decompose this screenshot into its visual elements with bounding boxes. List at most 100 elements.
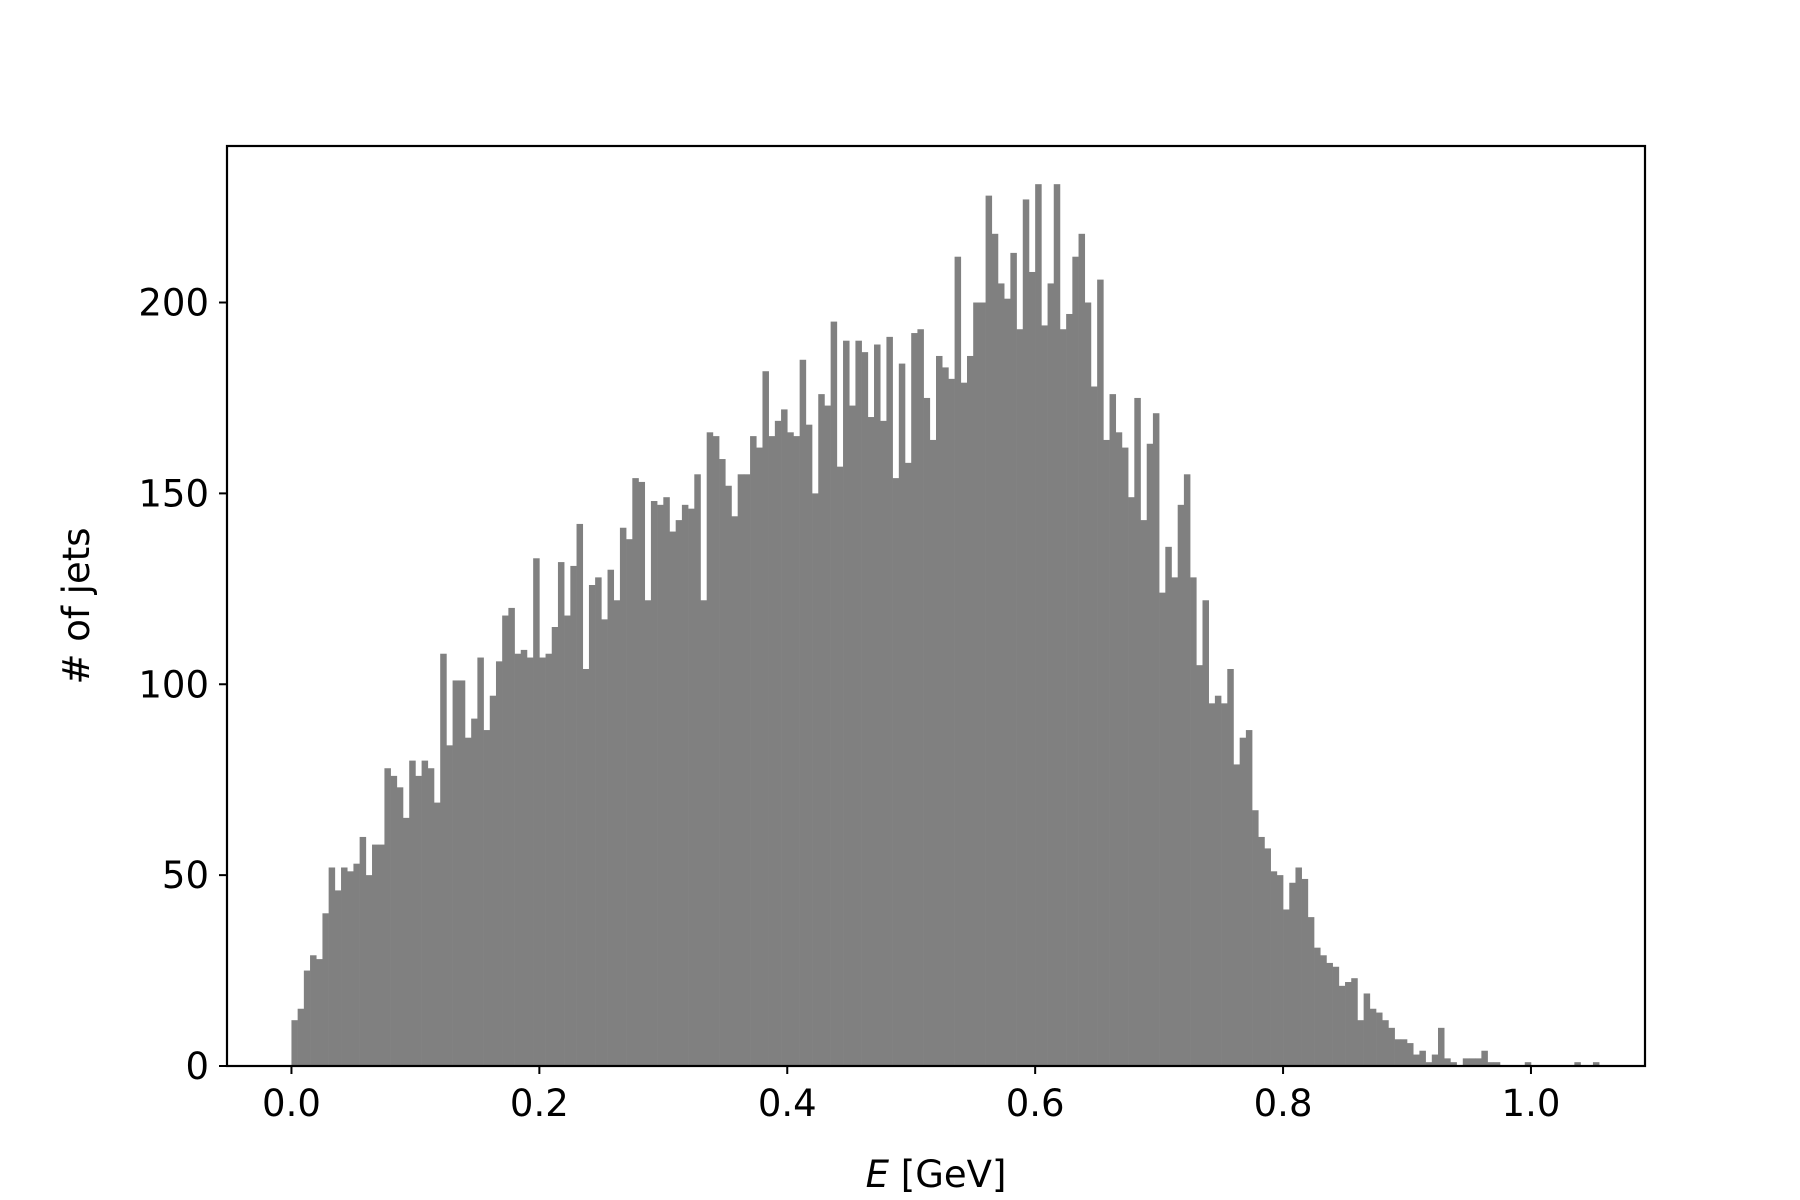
histogram-bar [1270, 871, 1278, 1066]
histogram-bar [1183, 474, 1191, 1066]
histogram-bar [1382, 1020, 1389, 1066]
histogram-bar [595, 577, 602, 1066]
histogram-bar [1035, 184, 1042, 1067]
histogram-bar [557, 562, 565, 1066]
histogram-bar [954, 256, 962, 1067]
histogram-bar [334, 890, 342, 1066]
histogram-bar [582, 668, 590, 1066]
histogram-bar [1258, 836, 1265, 1066]
histogram-bar [774, 420, 782, 1067]
histogram-bar [539, 657, 546, 1066]
histogram-bar [297, 1008, 305, 1066]
histogram-bar [1295, 867, 1302, 1066]
histogram-bar [1444, 1058, 1451, 1066]
histogram-bar [1462, 1058, 1470, 1066]
histogram-bar [1307, 917, 1315, 1066]
histogram-bar [564, 615, 571, 1066]
histogram-bar [1252, 810, 1259, 1066]
histogram-bar [440, 653, 447, 1066]
histogram-bar [743, 474, 751, 1066]
x-axis-variable: E [866, 1153, 890, 1196]
histogram-bar [1363, 993, 1371, 1066]
histogram-bar [979, 302, 986, 1066]
histogram-bar [756, 447, 763, 1067]
histogram-bar [781, 409, 788, 1066]
histogram-bar [948, 378, 955, 1066]
histogram-bar [322, 913, 329, 1066]
histogram-bar [1221, 703, 1228, 1066]
histogram-bar [303, 970, 311, 1066]
histogram-bar [1171, 577, 1179, 1066]
histogram-bar [836, 466, 844, 1066]
histogram-bar [316, 959, 323, 1066]
histogram-bar [1481, 1050, 1488, 1066]
histogram-bar [384, 768, 391, 1066]
histogram-bar [1388, 1027, 1395, 1066]
histogram-bar [681, 504, 689, 1067]
histogram-bar [805, 424, 813, 1066]
histogram-bar [359, 836, 367, 1066]
histogram-bar [1066, 313, 1073, 1067]
histogram-bar [768, 436, 776, 1066]
histogram-bar [966, 355, 974, 1067]
histogram-bar [1475, 1058, 1482, 1066]
histogram-bar [1592, 1062, 1600, 1066]
histogram-bar [396, 787, 404, 1066]
histogram-bar [960, 382, 968, 1066]
x-axis-ticks: 0.0 0.2 0.4 0.6 0.8 1.0 [262, 1066, 1560, 1125]
histogram-bar [1022, 199, 1030, 1066]
histogram-bar [421, 760, 429, 1066]
histogram-bar [533, 558, 540, 1066]
histogram-bar [489, 695, 497, 1066]
histogram-bar [1357, 1020, 1364, 1066]
histogram-bar [1097, 279, 1104, 1066]
histogram-bar [1438, 1027, 1445, 1066]
histogram-bar [942, 367, 949, 1066]
histogram-bar [508, 607, 515, 1066]
histogram-bar [1233, 764, 1240, 1066]
histogram-bar [787, 432, 794, 1066]
histogram-bar [824, 405, 831, 1067]
histogram-bar [1239, 737, 1247, 1066]
histogram-bar [973, 302, 980, 1066]
histogram-bar [1468, 1058, 1476, 1066]
histogram-bar [576, 523, 584, 1066]
histogram-bar [731, 516, 738, 1066]
histogram-bar [861, 352, 869, 1066]
histogram-bar [477, 657, 484, 1066]
histogram-bar [1047, 283, 1055, 1066]
histogram-bar [415, 775, 422, 1066]
histogram-bar [936, 355, 943, 1067]
histogram-bar [712, 436, 720, 1066]
histogram-bar [867, 417, 875, 1066]
histogram-bar [1177, 504, 1185, 1067]
histogram-bar [601, 619, 608, 1066]
histogram-bar [1016, 329, 1024, 1066]
histogram-bar [310, 955, 317, 1066]
histogram-bar [1041, 325, 1048, 1066]
histogram-bar [1245, 730, 1253, 1066]
histogram-bars [291, 184, 1600, 1067]
histogram-bar [719, 459, 726, 1066]
histogram-bar [1053, 184, 1061, 1067]
histogram-bar [700, 600, 707, 1066]
histogram-bar [892, 478, 900, 1066]
x-tick-label: 0.2 [510, 1082, 569, 1125]
histogram-bar [880, 420, 887, 1067]
histogram-bar [291, 1020, 298, 1066]
histogram-bar [1072, 256, 1079, 1067]
histogram-bar [409, 760, 416, 1066]
histogram-bar [347, 871, 354, 1066]
histogram-bar [675, 520, 683, 1066]
histogram-bar [1487, 1062, 1495, 1066]
histogram-bar [502, 615, 509, 1066]
histogram-bar [520, 649, 528, 1066]
histogram-bar [613, 600, 621, 1066]
histogram-bar [1134, 397, 1141, 1066]
x-tick-label: 0.8 [1254, 1082, 1313, 1125]
histogram-bar [1165, 546, 1172, 1066]
histogram-bar [1369, 1008, 1377, 1066]
y-tick-label: 100 [138, 663, 209, 706]
histogram-bar [886, 336, 893, 1066]
